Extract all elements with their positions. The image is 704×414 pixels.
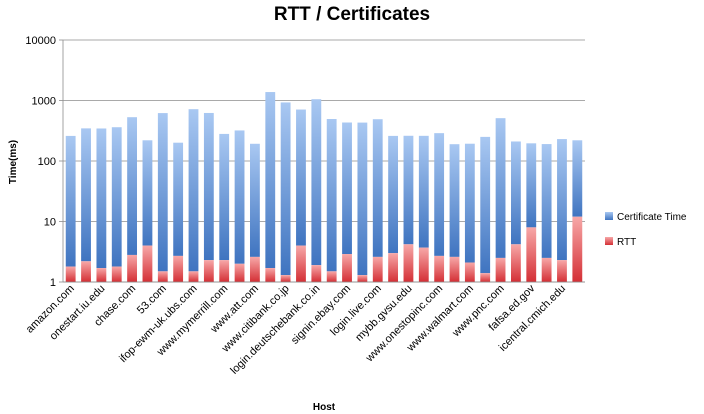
bar-rtt (249, 256, 260, 282)
chart-title: RTT / Certificates (274, 4, 430, 25)
bar-rtt (388, 253, 399, 282)
bar-certificate-time (557, 139, 567, 261)
legend-label: Certificate Time (617, 212, 687, 223)
bar-rtt (326, 271, 337, 282)
bar-certificate-time (96, 128, 107, 269)
bar-rtt (434, 255, 445, 282)
bar-rtt (357, 275, 368, 282)
bar-certificate-time (127, 117, 138, 255)
bar-certificate-time (495, 118, 506, 258)
bar-rtt (127, 254, 138, 282)
bar-rtt (311, 265, 322, 282)
y-axis-ticks: 1 10 100 1000 10000 (25, 35, 64, 289)
bar-certificate-time (188, 109, 199, 272)
bars (65, 92, 583, 282)
bar-rtt (265, 268, 276, 282)
x-axis-title: Host (313, 402, 336, 413)
bar-rtt (418, 247, 429, 282)
bar-rtt (296, 245, 306, 282)
bar-certificate-time (464, 143, 475, 263)
bar-rtt (111, 266, 122, 282)
bar-certificate-time (541, 144, 552, 258)
bar-rtt (234, 263, 245, 282)
bar-rtt (541, 257, 552, 282)
bar-rtt (96, 268, 107, 282)
bar-certificate-time (372, 119, 383, 257)
bar-rtt (480, 273, 491, 282)
bar-rtt (188, 271, 199, 282)
bar-certificate-time (142, 140, 153, 246)
bar-rtt (173, 255, 184, 282)
bar-certificate-time (418, 135, 429, 248)
bar-certificate-time (249, 143, 260, 257)
bar-rtt (403, 244, 414, 282)
bar-certificate-time (388, 135, 399, 254)
y-tick-label: 1000 (32, 96, 56, 108)
bar-rtt (510, 244, 521, 282)
bar-certificate-time (326, 119, 337, 272)
legend: Certificate Time RTT (605, 212, 687, 248)
bar-certificate-time (81, 128, 91, 262)
bar-rtt (572, 216, 583, 282)
y-tick-label: 10000 (25, 35, 56, 47)
legend-swatch (605, 212, 613, 220)
bar-certificate-time (403, 135, 414, 245)
bar-certificate-time (219, 133, 230, 261)
y-tick-label: 1 (50, 277, 56, 289)
bar-certificate-time (480, 136, 491, 274)
y-tick-label: 100 (38, 156, 56, 168)
bar-rtt (219, 260, 230, 282)
bar-rtt (557, 260, 567, 282)
bar-certificate-time (357, 122, 368, 276)
bar-rtt (157, 271, 168, 282)
bar-certificate-time (296, 109, 306, 246)
legend-label: RTT (617, 237, 636, 248)
x-axis-ticks: amazon.comonestart.iu.educhase.com53.com… (24, 281, 585, 377)
bar-rtt (372, 256, 383, 282)
bar-certificate-time (510, 141, 521, 245)
bar-rtt (464, 262, 475, 282)
y-axis-title: Time(ms) (8, 140, 19, 184)
bar-certificate-time (526, 143, 537, 228)
bar-certificate-time (173, 142, 184, 256)
bar-certificate-time (572, 140, 583, 217)
bar-certificate-time (111, 127, 122, 267)
bar-certificate-time (234, 130, 245, 264)
bar-rtt (495, 257, 506, 282)
gridlines (63, 39, 585, 283)
bar-certificate-time (203, 112, 214, 261)
bar-certificate-time (265, 92, 276, 269)
bar-rtt (342, 254, 352, 282)
y-tick-label: 10 (44, 217, 56, 229)
bar-certificate-time (65, 135, 76, 267)
bar-rtt (142, 245, 153, 282)
bar-rtt (81, 261, 91, 282)
bar-rtt (526, 227, 537, 282)
bar-certificate-time (280, 102, 291, 276)
bar-certificate-time (157, 113, 168, 272)
bar-rtt (65, 266, 76, 282)
bar-certificate-time (434, 133, 445, 256)
bar-certificate-time (311, 99, 322, 266)
bar-certificate-time (342, 122, 352, 255)
bar-rtt (449, 256, 460, 282)
bar-rtt (203, 260, 214, 282)
bar-rtt (280, 275, 291, 282)
legend-swatch (605, 237, 613, 245)
bar-certificate-time (449, 144, 460, 257)
